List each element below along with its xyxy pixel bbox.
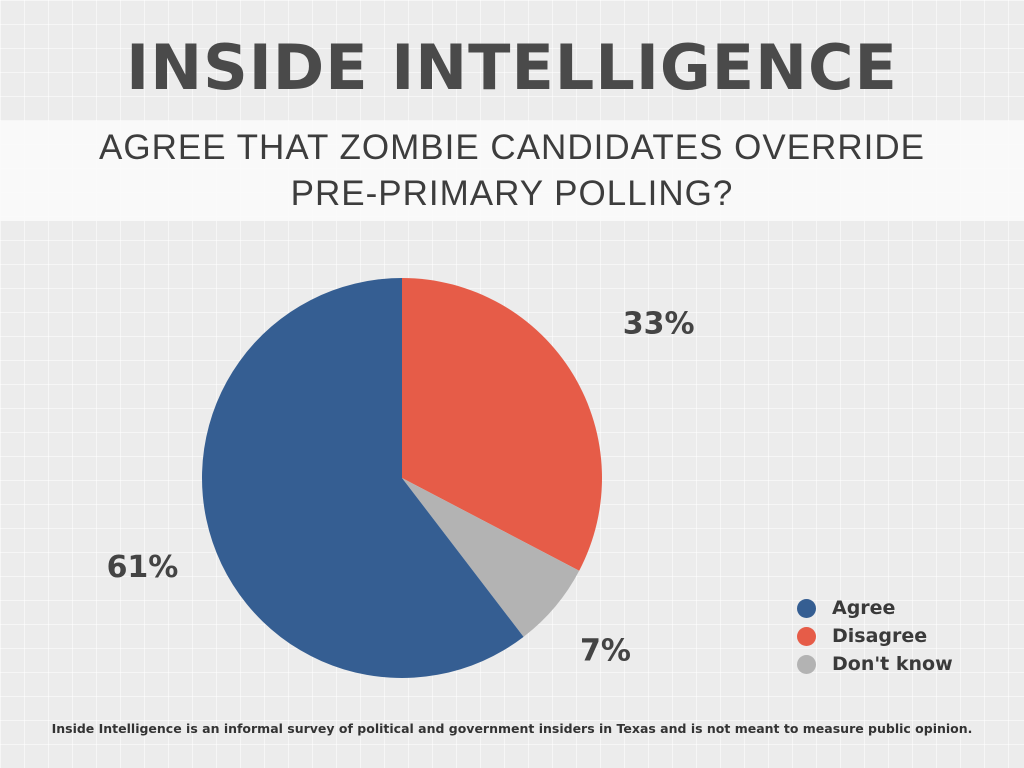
footnote: Inside Intelligence is an informal surve… bbox=[51, 721, 973, 736]
slice-disagree bbox=[402, 278, 603, 571]
legend-label-disagree: Disagree bbox=[832, 625, 928, 647]
legend-swatch-agree bbox=[797, 598, 816, 618]
slice-label-dont-know: 7% bbox=[580, 633, 631, 668]
question-banner bbox=[0, 121, 1024, 221]
slice-label-agree: 61% bbox=[107, 550, 179, 585]
legend-label-agree: Agree bbox=[832, 597, 896, 619]
slice-agree bbox=[201, 278, 524, 678]
legend-swatch-dont-know bbox=[797, 654, 816, 674]
legend-swatch-disagree bbox=[797, 626, 816, 646]
page-title: INSIDE INTELLIGENCE bbox=[126, 31, 898, 104]
legend-item-agree: Agree bbox=[797, 594, 997, 622]
question-line-1: AGREE THAT ZOMBIE CANDIDATES OVERRIDE bbox=[99, 128, 925, 167]
slice-label-disagree: 33% bbox=[623, 307, 695, 342]
legend-label-dont-know: Don't know bbox=[832, 653, 953, 675]
legend-item-disagree: Disagree bbox=[797, 622, 997, 650]
legend-item-dont-know: Don't know bbox=[797, 650, 997, 678]
question-line-2: PRE-PRIMARY POLLING? bbox=[290, 174, 734, 213]
chart-legend: Agree Disagree Don't know bbox=[797, 594, 997, 678]
slice-dont-know bbox=[402, 478, 580, 637]
